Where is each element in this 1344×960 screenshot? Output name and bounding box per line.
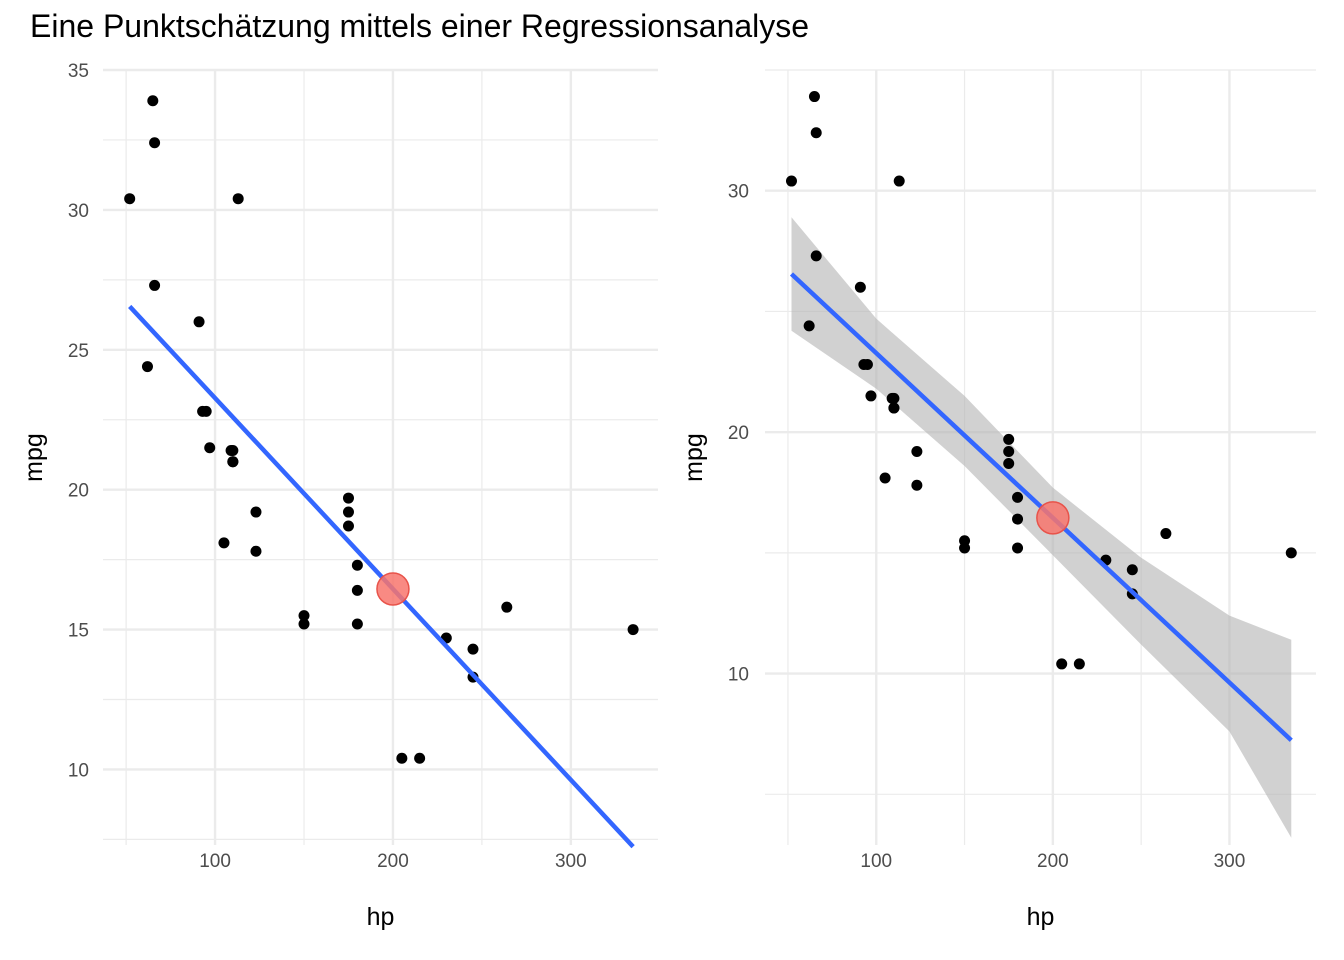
- data-point: [396, 752, 408, 764]
- data-point: [414, 752, 426, 764]
- data-point: [342, 520, 354, 532]
- data-point: [1012, 542, 1024, 554]
- data-point: [467, 643, 479, 655]
- data-point: [810, 127, 822, 139]
- data-point: [888, 402, 900, 414]
- x-tick-label: 100: [199, 851, 231, 872]
- data-point: [785, 175, 797, 187]
- data-point: [227, 456, 239, 468]
- data-point: [810, 250, 822, 262]
- data-point: [893, 175, 905, 187]
- data-point: [298, 618, 310, 630]
- data-point: [1012, 491, 1024, 503]
- data-point: [879, 472, 891, 484]
- data-point: [1003, 433, 1015, 445]
- data-point: [1126, 564, 1138, 576]
- data-point: [225, 445, 237, 457]
- data-point: [911, 479, 923, 491]
- data-point: [218, 537, 230, 549]
- y-tick-label: 15: [68, 621, 89, 642]
- highlight-point: [1036, 501, 1070, 535]
- y-tick-label: 20: [728, 423, 749, 444]
- data-point: [250, 545, 262, 557]
- y-tick-label: 25: [68, 341, 89, 362]
- y-tick-label: 30: [68, 201, 89, 222]
- x-tick-label: 300: [555, 851, 587, 872]
- highlight-point: [376, 572, 410, 606]
- data-point: [861, 359, 873, 371]
- y-tick-label: 20: [68, 481, 89, 502]
- data-point: [865, 390, 877, 402]
- data-point: [1003, 445, 1015, 457]
- data-point: [1285, 547, 1297, 559]
- right-panel: 100 200 300 10 20 30 hp mpg: [680, 69, 1316, 931]
- left-panel: 100 200 300 10 15 20 25 30 35 hp mpg: [20, 61, 658, 931]
- data-point: [1012, 513, 1024, 525]
- y-tick-label: 30: [728, 182, 749, 203]
- x-tick-label: 100: [860, 851, 892, 872]
- data-point: [808, 91, 820, 103]
- data-point: [959, 542, 971, 554]
- data-point: [854, 281, 866, 293]
- x-tick-label: 300: [1214, 851, 1246, 872]
- y-axis-title: mpg: [680, 433, 708, 482]
- y-tick-label: 10: [728, 665, 749, 686]
- data-point: [1073, 658, 1085, 670]
- chart-title: Eine Punktschätzung mittels einer Regres…: [30, 8, 810, 44]
- data-point: [342, 492, 354, 504]
- data-point: [1003, 458, 1015, 470]
- data-point: [803, 320, 815, 332]
- data-point: [193, 316, 205, 328]
- data-point: [1056, 658, 1068, 670]
- data-point: [141, 361, 153, 373]
- data-point: [351, 618, 363, 630]
- data-point: [627, 624, 639, 636]
- data-point: [149, 137, 161, 149]
- data-point: [1160, 528, 1172, 540]
- x-axis-title: hp: [1027, 903, 1055, 931]
- x-tick-label: 200: [377, 851, 409, 872]
- x-tick-label: 200: [1037, 851, 1069, 872]
- data-point: [200, 405, 212, 417]
- x-axis-title: hp: [367, 903, 395, 931]
- data-point: [886, 392, 898, 404]
- data-point: [342, 506, 354, 518]
- data-point: [147, 95, 159, 107]
- data-point: [501, 601, 513, 613]
- data-point: [911, 445, 923, 457]
- data-point: [149, 279, 161, 291]
- data-point: [124, 193, 136, 205]
- data-point: [204, 442, 216, 454]
- y-tick-label: 35: [68, 61, 89, 82]
- data-point: [298, 610, 310, 622]
- data-point: [232, 193, 244, 205]
- regression-line: [128, 304, 635, 849]
- y-axis-title: mpg: [20, 433, 48, 482]
- data-point: [250, 506, 262, 518]
- data-point: [351, 584, 363, 596]
- data-point: [351, 559, 363, 571]
- y-tick-label: 10: [68, 760, 89, 781]
